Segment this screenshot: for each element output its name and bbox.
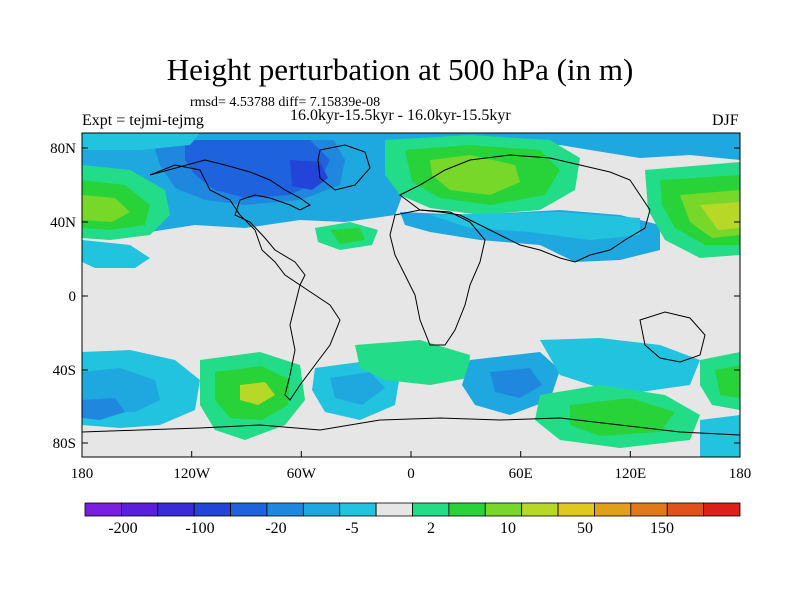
lat-tick-labels: 80N 40N 0 40S 80S — [50, 141, 76, 452]
lon-label: 60E — [509, 466, 533, 482]
lon-label: 60W — [287, 466, 317, 482]
colorbar-label: 150 — [650, 520, 674, 537]
colorbar-labels: -200 -100 -20 -5 2 10 50 150 — [108, 520, 674, 537]
lat-tick-marks — [82, 147, 740, 444]
lat-label: 40S — [53, 363, 76, 379]
contour-positive-pacific-west-core — [82, 195, 130, 222]
colorbar-swatch — [703, 502, 741, 517]
coast-south-america — [284, 284, 341, 401]
lat-label: 80S — [53, 436, 76, 452]
colorbar-swatch — [193, 502, 231, 517]
colorbar-label: -100 — [185, 520, 214, 537]
colorbar-swatch — [448, 502, 486, 517]
lat-label: 0 — [69, 289, 77, 305]
coastlines — [82, 144, 740, 436]
stats-text: rmsd= 4.53788 diff= 7.15839e-08 — [190, 95, 381, 110]
lon-label: 120E — [614, 466, 646, 482]
colorbar-swatch — [521, 502, 559, 517]
contour-negative-subtropic — [82, 240, 150, 268]
colorbar-swatch — [375, 502, 413, 517]
lat-label: 80N — [50, 141, 76, 157]
experiment-label: Expt = tejmi-tejmg — [82, 112, 204, 129]
contour-negative-south-pacific-core — [82, 398, 125, 420]
colorbar-swatch — [266, 502, 304, 517]
contour-arctic-cyan — [82, 133, 200, 150]
contour-field — [82, 133, 740, 457]
coast-antarctica — [82, 417, 740, 436]
contour-negative-asia-light — [430, 212, 640, 240]
contour-negative-indian-ocean-core — [490, 368, 542, 398]
contour-positive-south-america-core — [240, 382, 275, 405]
colorbar-swatch — [84, 502, 122, 517]
colorbar-swatch — [484, 502, 523, 517]
colorbar — [84, 502, 741, 517]
coast-africa — [389, 209, 486, 346]
colorbar-label: 2 — [427, 520, 435, 537]
lon-label: 180 — [729, 466, 752, 482]
colorbar-label: 10 — [500, 520, 516, 537]
colorbar-swatch — [157, 502, 195, 517]
colorbar-swatch — [120, 502, 159, 517]
contour-positive-atlantic-core — [330, 228, 365, 244]
coast-eurasia — [399, 154, 651, 263]
chart-title: Height perturbation at 500 hPa (in m) — [166, 52, 634, 87]
colorbar-swatch — [630, 502, 668, 517]
lon-tick-labels: 180 120W 60W 0 60E 120E 180 — [71, 466, 752, 482]
season-label: DJF — [712, 112, 739, 129]
colorbar-label: -5 — [345, 520, 358, 537]
colorbar-label: 50 — [577, 520, 593, 537]
lat-label: 40N — [50, 215, 76, 231]
colorbar-swatch — [412, 502, 450, 517]
coast-australia — [639, 311, 706, 363]
colorbar-swatch — [594, 502, 632, 517]
lon-label: 120W — [173, 466, 211, 482]
contour-negative-australia — [540, 338, 700, 392]
lon-tick-marks — [81, 451, 741, 457]
colorbar-swatch — [557, 502, 595, 517]
contour-positive-east-edge-core — [715, 365, 740, 398]
contour-negative-antarctic-east — [700, 415, 740, 457]
contour-positive-pacific-east-peak — [700, 202, 740, 230]
lon-label: 0 — [407, 466, 415, 482]
colorbar-label: -200 — [108, 520, 137, 537]
lon-label: 180 — [71, 466, 94, 482]
colorbar-label: -20 — [265, 520, 286, 537]
coast-north-america — [149, 159, 311, 286]
contour-positive-southern-ocean-core — [570, 398, 675, 436]
colorbar-swatch — [339, 502, 377, 517]
colorbar-swatch — [230, 502, 268, 517]
contour-negative-south-atlantic-core — [330, 372, 385, 405]
coast-greenland — [317, 144, 371, 191]
contour-positive-south-africa — [355, 340, 470, 385]
colorbar-swatch — [302, 502, 341, 517]
period-label: 16.0kyr-15.5kyr - 16.0kyr-15.5kyr — [290, 107, 511, 124]
contour-arctic-blue — [82, 133, 740, 160]
contour-positive-eurasia-core — [430, 155, 520, 195]
colorbar-swatch — [666, 502, 705, 517]
